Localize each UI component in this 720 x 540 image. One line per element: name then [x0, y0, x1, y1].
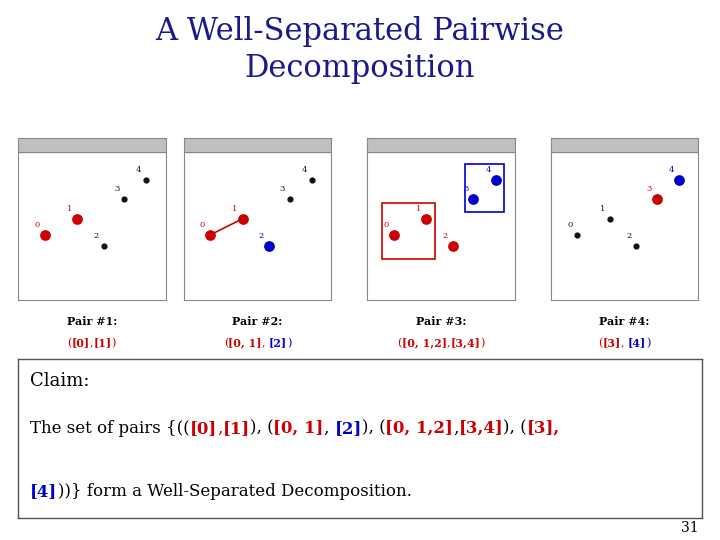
Text: [0]: [0]: [190, 420, 217, 437]
Point: [631, 242, 642, 251]
Text: ): ): [647, 338, 651, 348]
Bar: [551, 138, 698, 152]
Point: [140, 176, 152, 184]
Point: [39, 231, 50, 239]
Text: Pair #2:: Pair #2:: [233, 316, 282, 327]
Bar: [464, 164, 505, 212]
Text: 0: 0: [567, 221, 572, 229]
Point: [98, 242, 109, 251]
Text: (: (: [397, 338, 402, 348]
Text: 0: 0: [384, 221, 389, 229]
Text: Pair #4:: Pair #4:: [600, 316, 649, 327]
Text: [1]: [1]: [94, 338, 112, 348]
Point: [468, 195, 480, 204]
Text: ), (: ), (: [503, 420, 527, 437]
Point: [447, 242, 459, 251]
Text: 3: 3: [279, 185, 285, 193]
Text: ))} form a Well-Separated Decomposition.: ))} form a Well-Separated Decomposition.: [58, 483, 411, 501]
Text: [4]: [4]: [628, 338, 647, 348]
Text: Claim:: Claim:: [30, 372, 90, 390]
Point: [204, 231, 216, 239]
Text: ): ): [480, 338, 485, 348]
Point: [71, 214, 83, 223]
Bar: [184, 138, 331, 152]
Text: 3: 3: [647, 185, 652, 193]
Text: 0: 0: [35, 221, 40, 229]
Text: 4: 4: [302, 166, 307, 174]
Text: Pair #1:: Pair #1:: [67, 316, 117, 327]
Text: [3,4]: [3,4]: [459, 420, 503, 437]
Text: 4: 4: [669, 166, 675, 174]
Text: [0]: [0]: [72, 338, 90, 348]
Text: ,: ,: [454, 420, 459, 437]
Text: Pair #3:: Pair #3:: [416, 316, 466, 327]
Text: [2]: [2]: [334, 420, 362, 437]
Point: [388, 231, 400, 239]
Point: [490, 176, 501, 184]
Text: ,: ,: [621, 338, 628, 348]
Text: 1: 1: [416, 205, 421, 213]
Text: (: (: [224, 338, 228, 348]
Text: [2]: [2]: [269, 338, 287, 348]
Text: 1: 1: [67, 205, 72, 213]
Text: (: (: [68, 338, 72, 348]
Point: [604, 214, 616, 223]
Text: ,: ,: [324, 420, 334, 437]
Text: [3,4]: [3,4]: [450, 338, 480, 348]
Text: (: (: [598, 338, 603, 348]
Text: ,: ,: [217, 420, 222, 437]
Bar: [367, 138, 515, 152]
Text: ): ): [287, 338, 291, 348]
Text: 3: 3: [114, 185, 120, 193]
Text: 4: 4: [136, 166, 142, 174]
Text: ), (: ), (: [250, 420, 274, 437]
Text: ,: ,: [90, 338, 94, 348]
Point: [572, 231, 583, 239]
Text: 0: 0: [200, 221, 205, 229]
Text: 2: 2: [626, 232, 631, 240]
Text: ,: ,: [261, 338, 269, 348]
Text: 2: 2: [94, 232, 99, 240]
Text: [1]: [1]: [222, 420, 250, 437]
Text: [3],: [3],: [527, 420, 560, 437]
Text: ,: ,: [447, 338, 450, 348]
Point: [420, 214, 432, 223]
Point: [119, 195, 130, 204]
Point: [264, 242, 275, 251]
Text: [3]: [3]: [603, 338, 621, 348]
Text: [4]: [4]: [30, 483, 58, 501]
Text: 1: 1: [600, 205, 605, 213]
Text: [0, 1]: [0, 1]: [274, 420, 324, 437]
Bar: [18, 138, 166, 152]
Point: [306, 176, 318, 184]
Text: [0, 1]: [0, 1]: [228, 338, 261, 348]
Point: [284, 195, 296, 204]
Text: 31: 31: [681, 521, 698, 535]
Point: [237, 214, 248, 223]
Point: [673, 176, 685, 184]
Text: A Well-Separated Pairwise
Decomposition: A Well-Separated Pairwise Decomposition: [156, 16, 564, 84]
Bar: [382, 202, 435, 259]
Text: 1: 1: [233, 205, 238, 213]
Text: The set of pairs {((: The set of pairs {((: [30, 420, 190, 437]
Text: [0, 1,2]: [0, 1,2]: [385, 420, 454, 437]
Point: [652, 195, 663, 204]
Text: 4: 4: [485, 166, 491, 174]
Text: 2: 2: [443, 232, 448, 240]
Text: 2: 2: [259, 232, 264, 240]
Text: 3: 3: [463, 185, 469, 193]
Text: [0, 1,2]: [0, 1,2]: [402, 338, 447, 348]
Text: ): ): [112, 338, 116, 348]
Text: ), (: ), (: [362, 420, 385, 437]
